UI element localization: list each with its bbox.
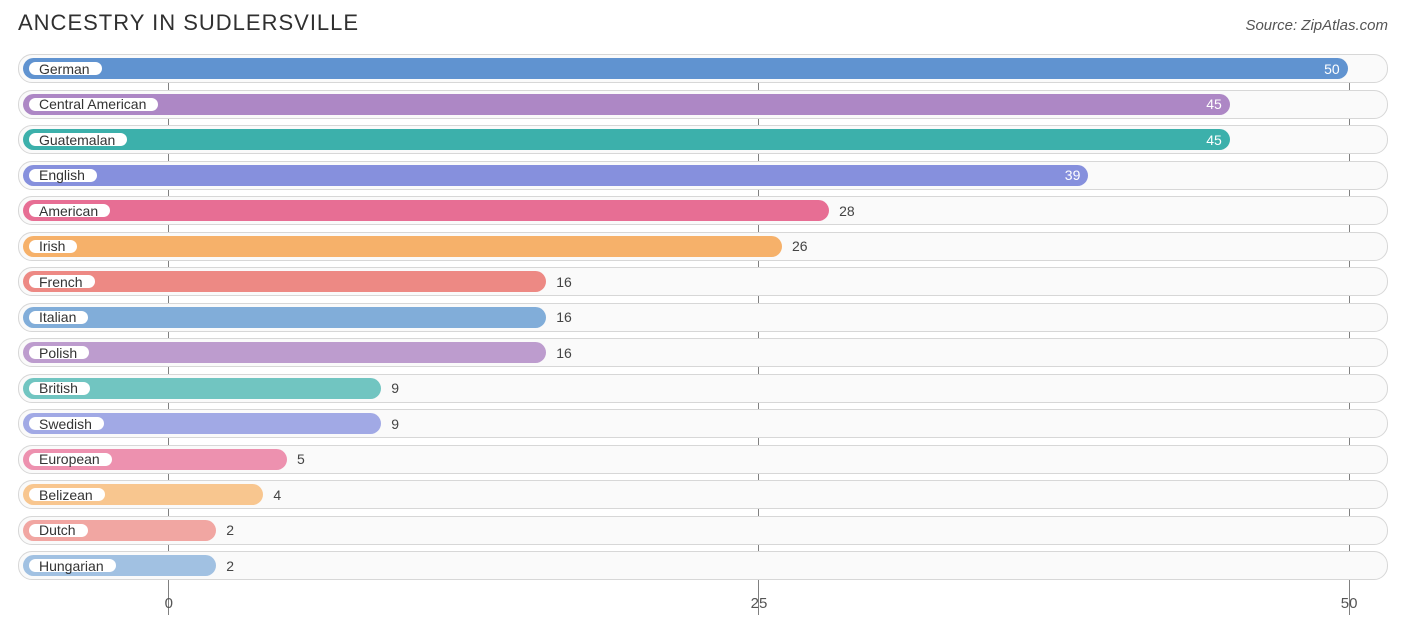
bars-layer: 50 German 45 Central American 45 Guatemalan 39… [18,54,1388,580]
bar-row: 39 English [18,161,1388,190]
bar-row: 5 European [18,445,1388,474]
bar-category-pill: Polish [27,344,91,361]
bar-row: 4 Belizean [18,480,1388,509]
bar-row: 26 Irish [18,232,1388,261]
bar-value-label: 39 [1065,165,1081,186]
bar-category-pill: French [27,273,97,290]
bar-row: 28 American [18,196,1388,225]
bar: 50 [23,58,1348,79]
bar-value-label: 16 [556,307,572,328]
bar-category-pill: German [27,60,104,77]
bar [23,271,546,292]
bar-category-pill: Swedish [27,415,106,432]
bar-row: 50 German [18,54,1388,83]
bar-value-label: 9 [391,378,399,399]
chart-title: ANCESTRY IN SUDLERSVILLE [18,10,359,36]
bar-row: 16 Italian [18,303,1388,332]
axis-tick-label: 25 [751,595,768,612]
bar-category-pill: British [27,380,92,397]
bar-category-pill: Irish [27,238,79,255]
axis-tick: 0 [168,587,169,594]
bar-value-label: 45 [1206,129,1222,150]
bar-row: 45 Guatemalan [18,125,1388,154]
bar-value-label: 50 [1324,58,1340,79]
axis-tick-label: 50 [1341,595,1358,612]
chart-source: Source: ZipAtlas.com [1245,17,1388,34]
bar-category-pill: European [27,451,114,468]
axis-tick: 50 [1349,587,1350,594]
bar-row: 16 Polish [18,338,1388,367]
bar-value-label: 4 [273,484,281,505]
bar [23,236,782,257]
bar-category-pill: Italian [27,309,90,326]
bar [23,342,546,363]
bar-value-label: 16 [556,271,572,292]
bar-category-pill: English [27,167,99,184]
bar-row: 45 Central American [18,90,1388,119]
bar-category-pill: Guatemalan [27,131,129,148]
bar-value-label: 2 [226,520,234,541]
bar-category-pill: American [27,202,112,219]
bar-row: 2 Hungarian [18,551,1388,580]
ancestry-bar-chart: ANCESTRY IN SUDLERSVILLE Source: ZipAtla… [0,0,1406,623]
bar: 39 [23,165,1088,186]
axis-tick: 25 [758,587,759,594]
bar-category-pill: Belizean [27,486,107,503]
bar-category-pill: Dutch [27,522,90,539]
bar [23,307,546,328]
bar-value-label: 45 [1206,94,1222,115]
bar: 45 [23,129,1230,150]
bar-value-label: 16 [556,342,572,363]
bar-row: 2 Dutch [18,516,1388,545]
plot-area: 50German45Central American45Guatemalan39… [18,54,1388,615]
bar-value-label: 2 [226,555,234,576]
bar-category-pill: Hungarian [27,557,118,574]
bar-value-label: 5 [297,449,305,470]
bar-row: 9 Swedish [18,409,1388,438]
chart-header: ANCESTRY IN SUDLERSVILLE Source: ZipAtla… [18,10,1388,36]
bar: 45 [23,94,1230,115]
bar [23,200,829,221]
x-axis: 0 25 50 [22,587,1384,615]
bar-category-pill: Central American [27,96,160,113]
bar-row: 9 British [18,374,1388,403]
bar-row: 16 French [18,267,1388,296]
bar-value-label: 9 [391,413,399,434]
bar-value-label: 26 [792,236,808,257]
axis-tick-label: 0 [165,595,173,612]
bar-value-label: 28 [839,200,855,221]
